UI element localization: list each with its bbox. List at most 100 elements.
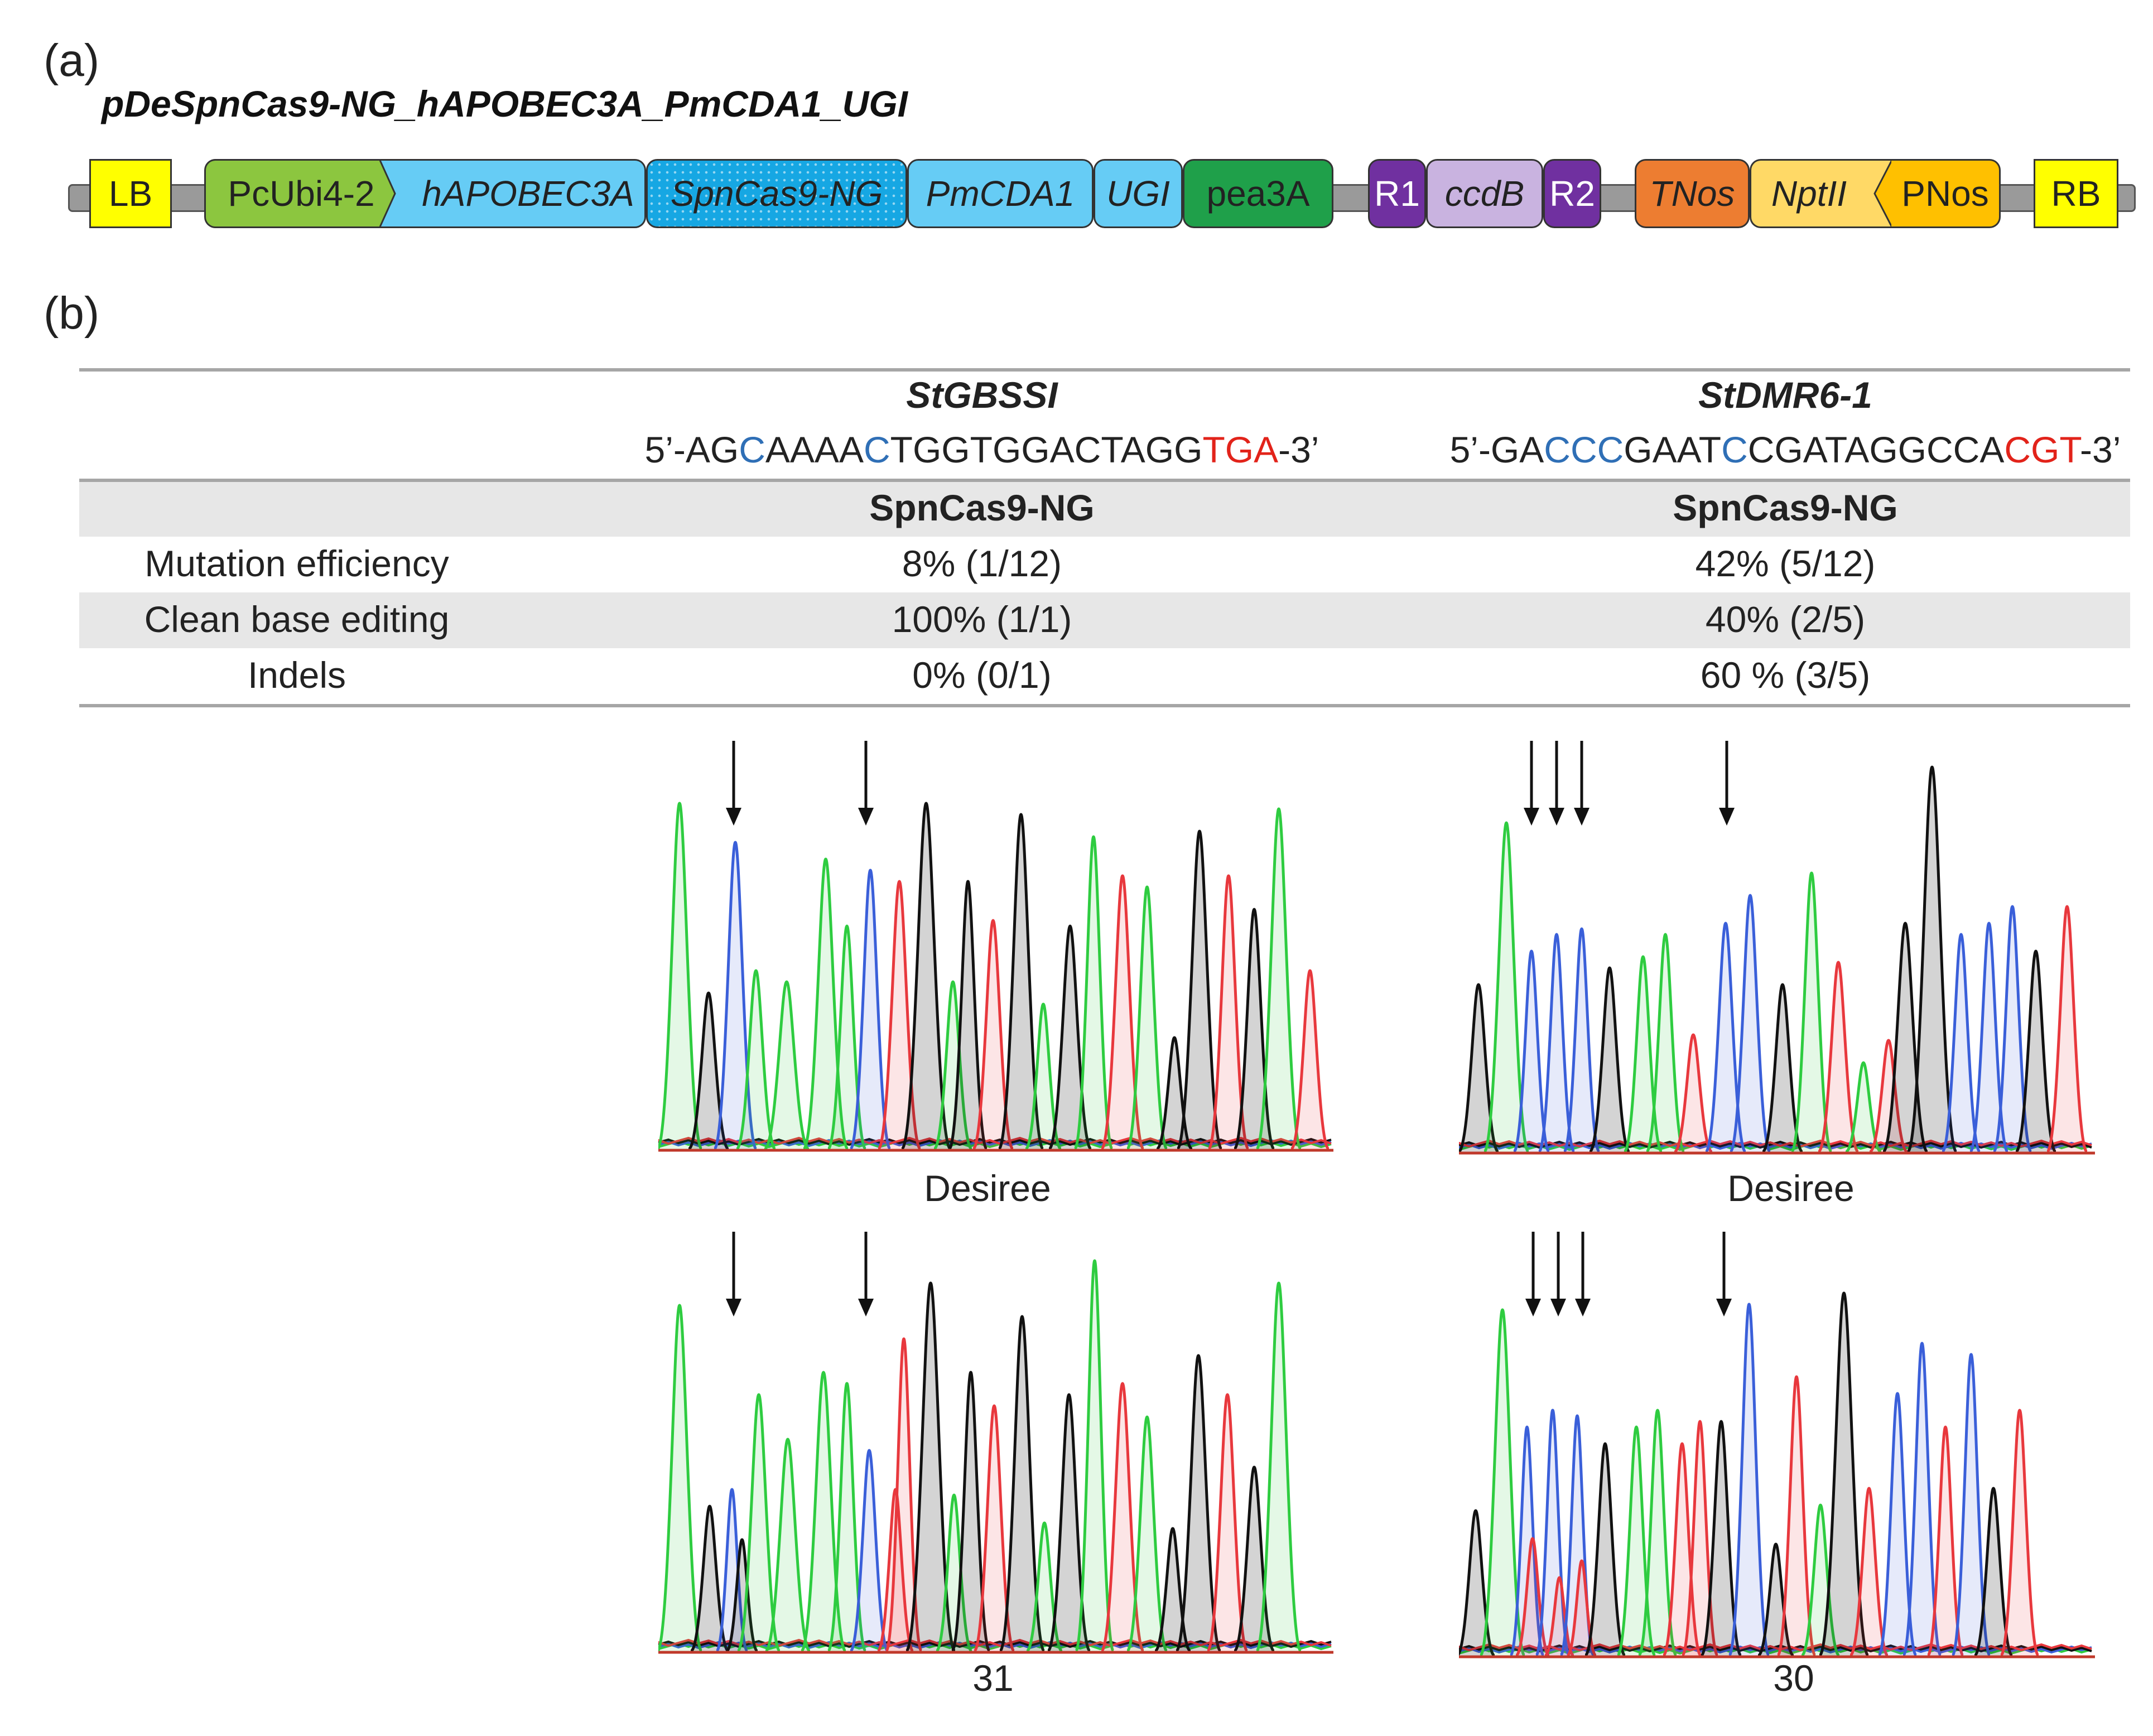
peak-C xyxy=(1512,949,1551,1154)
peak-G xyxy=(900,802,952,1151)
peak-T xyxy=(2045,905,2089,1154)
peak-A xyxy=(1255,807,1303,1151)
segment-lb: LB xyxy=(89,159,172,228)
peak-T xyxy=(1207,874,1250,1151)
arrow-icon xyxy=(1574,741,1590,826)
enzyme-2: SpnCas9-NG xyxy=(1673,487,1898,528)
baseline-noise xyxy=(1459,1139,2092,1148)
peak-A xyxy=(1482,821,1530,1154)
peak-G xyxy=(1757,1542,1795,1657)
peak-T xyxy=(1544,1576,1575,1657)
peak-G xyxy=(1155,1036,1193,1151)
clean-base-editing-2: 40% (2/5) xyxy=(1705,599,1866,640)
peak-C xyxy=(1901,1342,1943,1657)
baseline-noise xyxy=(658,1140,1332,1149)
baseline-noise xyxy=(1459,1643,2092,1652)
peak-A xyxy=(1637,1409,1678,1657)
segment-nptii: NptII xyxy=(1750,159,1867,228)
peak-C xyxy=(715,1488,749,1653)
baseline-noise xyxy=(658,1136,1332,1145)
peak-G xyxy=(1906,765,1958,1154)
mutation-efficiency-1: 8% (1/12) xyxy=(902,543,1062,584)
arrow-icon xyxy=(1525,1232,1541,1317)
peak-C xyxy=(1950,1353,1992,1657)
arrow-icon xyxy=(726,1232,741,1317)
mutation-efficiency-2: 42% (5/12) xyxy=(1695,543,1876,584)
table-top-rule xyxy=(79,368,2130,372)
peak-G xyxy=(1881,922,1929,1154)
peak-C xyxy=(1968,922,2010,1154)
peak-T xyxy=(1100,1382,1145,1653)
peak-fill xyxy=(1819,1293,1868,1656)
peak-G xyxy=(1699,1420,1743,1657)
peak-fill xyxy=(1908,767,1957,1152)
peak-A xyxy=(1125,885,1169,1151)
target-sequence-2: 5’-GACCCGAATCCGATAGGCCACGT-3’ xyxy=(1449,429,2121,470)
row-label-clean-base-editing: Clean base editing xyxy=(144,599,450,640)
chromatogram-stdmr6-1-30 xyxy=(1459,1232,2095,1658)
peak-T xyxy=(1926,1425,1965,1657)
peak-C xyxy=(1877,1392,1918,1657)
segment-r2: R2 xyxy=(1543,159,1601,228)
arrow-icon xyxy=(1549,741,1564,826)
segment-pcubi4-2: PcUbi4-2 xyxy=(204,159,397,228)
clean-row-band xyxy=(79,592,2130,648)
peak-G xyxy=(904,1281,957,1653)
peak-C xyxy=(1537,933,1576,1154)
trace-label-1-top: Desiree xyxy=(924,1168,1051,1209)
peak-A xyxy=(932,980,974,1151)
peak-C xyxy=(1509,1425,1545,1657)
peak-C xyxy=(1940,933,1982,1154)
peak-G xyxy=(1818,1291,1870,1657)
segment-ccdb: ccdB xyxy=(1426,159,1543,228)
peak-A xyxy=(735,969,777,1151)
panel-a-label: (a) xyxy=(44,35,100,86)
peak-G xyxy=(950,1371,991,1653)
indels-1: 0% (0/1) xyxy=(912,654,1052,696)
panel-b-label: (b) xyxy=(44,288,100,339)
plasmid-title: pDeSpnCas9-NG_hAPOBEC3A_PmCDA1_UGI xyxy=(102,83,908,124)
peak-A xyxy=(763,980,810,1151)
peak-T xyxy=(972,1404,1016,1653)
peak-G xyxy=(998,1315,1046,1653)
peak-G xyxy=(1174,1354,1222,1653)
table-header-rule xyxy=(79,479,2130,482)
peak-T xyxy=(1817,961,1860,1154)
peak-A xyxy=(1478,1308,1526,1657)
peak-G xyxy=(1973,1487,2014,1657)
peak-T xyxy=(1776,1375,1817,1657)
peak-A xyxy=(935,1493,974,1653)
peak-G xyxy=(725,1538,759,1653)
peak-A xyxy=(1844,1061,1882,1154)
peak-A xyxy=(1255,1281,1303,1653)
promoter-arrow xyxy=(379,159,413,228)
peak-T xyxy=(1999,1409,2040,1657)
enzyme-row-band xyxy=(79,482,2130,537)
peak-C xyxy=(849,1449,890,1653)
pnos-arrow xyxy=(1858,159,1892,228)
peak-T xyxy=(876,1488,915,1653)
peak-A xyxy=(1800,1503,1841,1657)
peak-A xyxy=(1024,1002,1063,1151)
segment-pmcda1: PmCDA1 xyxy=(907,159,1094,228)
peak-A xyxy=(1790,871,1833,1154)
table-bottom-rule xyxy=(79,704,2130,707)
peak-fill xyxy=(902,803,951,1149)
peak-A xyxy=(658,1304,704,1653)
enzyme-1: SpnCas9-NG xyxy=(869,487,1095,528)
segment-tnos: TNos xyxy=(1635,159,1750,228)
peak-C xyxy=(1992,905,2033,1154)
peak-G xyxy=(1588,966,1631,1154)
segment-rb: RB xyxy=(2034,159,2118,228)
peak-A xyxy=(764,1438,812,1653)
target-sequence-1: 5’-AGCAAAACTGGTGGACTAGGTGA-3’ xyxy=(644,429,1319,470)
peak-C xyxy=(1728,894,1772,1154)
peak-T xyxy=(1868,1039,1909,1154)
peak-G xyxy=(1232,1465,1276,1653)
peak-T xyxy=(1289,969,1331,1151)
peak-G xyxy=(1176,830,1224,1151)
peak-T xyxy=(1661,1442,1703,1657)
segment-ugi: UGI xyxy=(1094,159,1183,228)
peak-A xyxy=(736,1393,782,1653)
gene-name-1: StGBSSI xyxy=(906,374,1058,416)
